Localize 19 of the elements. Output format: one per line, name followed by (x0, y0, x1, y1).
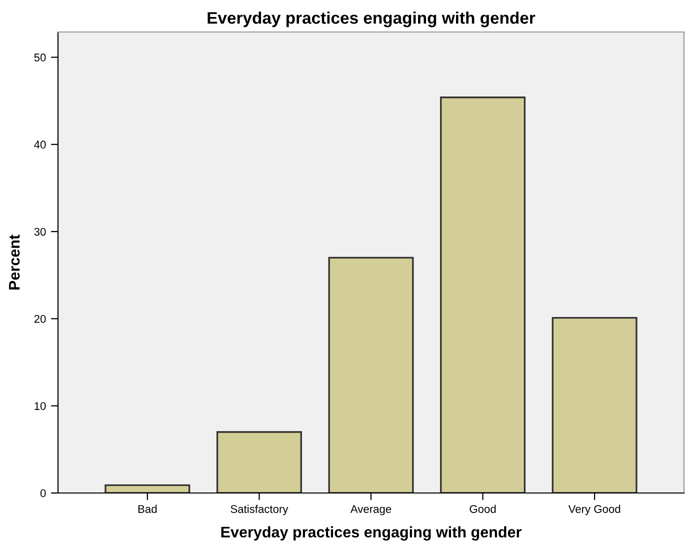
y-axis-title: Percent (9, 234, 20, 290)
chart-title: Everyday practices engaging with gender (208, 12, 536, 28)
y-tick-label: 50 (34, 54, 46, 62)
bar (552, 317, 638, 493)
y-tick-label: 10 (34, 402, 46, 410)
y-tick-label: 20 (34, 314, 46, 323)
y-tick-label: 0 (40, 489, 46, 498)
y-tick-label: 30 (34, 228, 46, 236)
x-tick-label: Very Good (568, 504, 620, 516)
y-tick-label: 40 (34, 140, 46, 149)
x-axis-title: Everyday practices engaging with gender (221, 526, 522, 541)
x-tick-label: Average (350, 505, 392, 516)
bar (328, 256, 414, 493)
bar (216, 431, 302, 493)
bar (440, 96, 526, 493)
x-tick-label: Good (470, 504, 496, 513)
x-tick-label: Satisfactory (230, 504, 288, 516)
bar (104, 484, 190, 493)
x-tick-label: Bad (138, 504, 157, 513)
